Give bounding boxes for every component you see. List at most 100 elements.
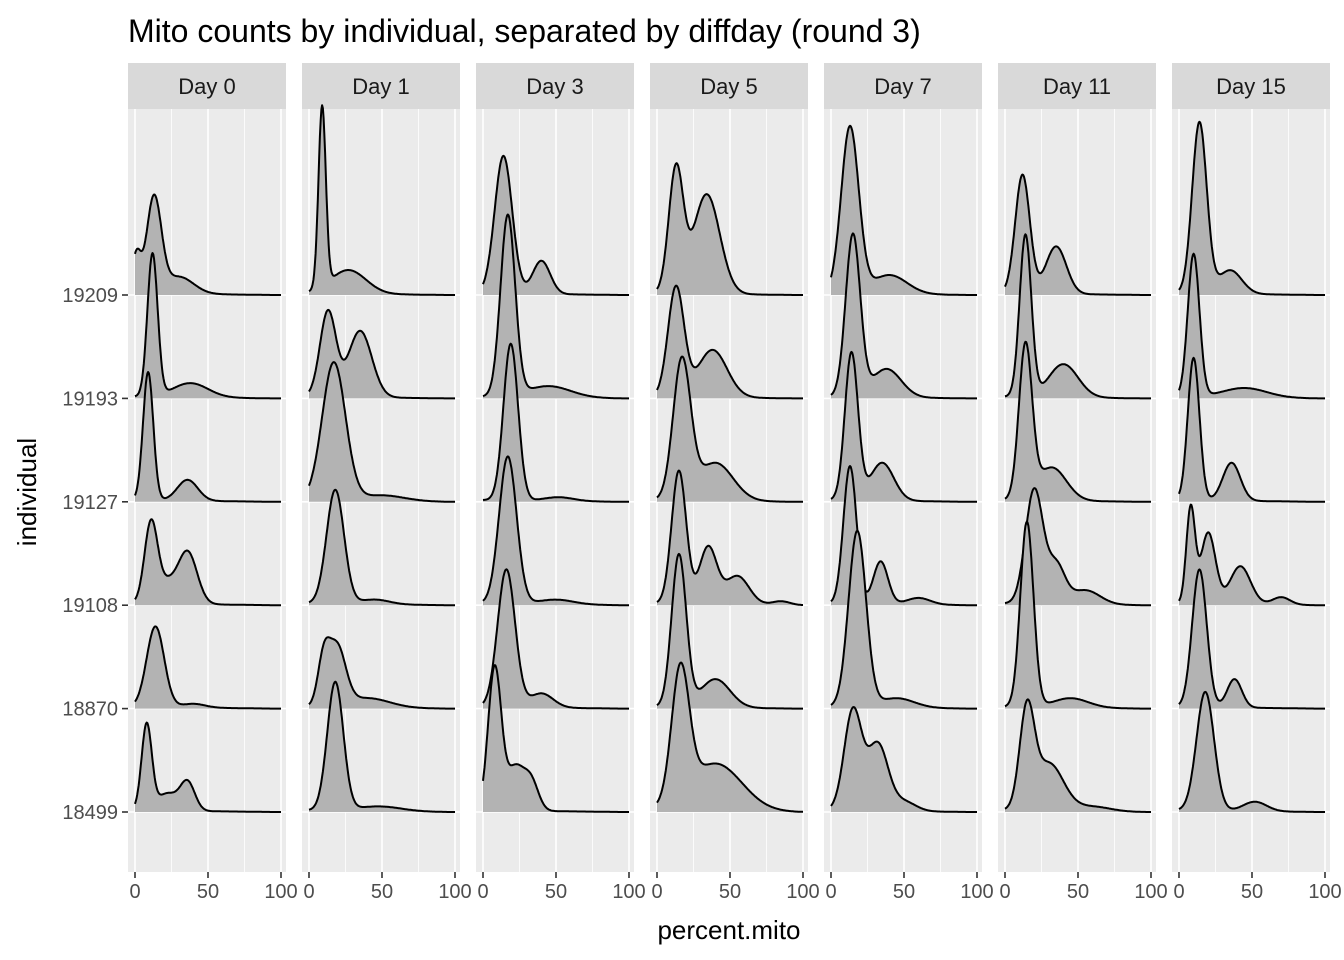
ridge-line <box>308 680 456 813</box>
y-tick-label: 18870 <box>62 699 118 721</box>
ridge-area <box>309 362 455 502</box>
x-tick-label: 50 <box>371 881 393 903</box>
ridge-line <box>308 636 456 710</box>
facet-strip-label: Day 15 <box>1216 74 1286 99</box>
ridge-line <box>134 252 282 400</box>
ridge-line <box>482 342 630 503</box>
facet-strip-label: Day 11 <box>1043 74 1111 99</box>
ridge-area <box>309 637 455 709</box>
x-tick-label: 0 <box>1173 881 1184 903</box>
facet-panel: Day 15 0 50 100 <box>1172 63 1342 903</box>
facet-panel: Day 7 0 50 100 <box>824 63 994 903</box>
facet-strip-label: Day 0 <box>178 74 235 99</box>
ridge-line <box>1004 520 1152 710</box>
ridge-area <box>1179 569 1325 709</box>
ridge-line <box>1004 173 1152 296</box>
x-tick-label: 50 <box>1241 881 1263 903</box>
ridge-area <box>309 489 455 606</box>
facet-strip <box>302 63 460 109</box>
ridge-line <box>134 518 282 607</box>
facet-panel: Day 0 0 50 100 <box>128 63 298 903</box>
ridge-area <box>657 662 803 812</box>
x-tick-label: 100 <box>1308 881 1341 903</box>
ridge-area <box>483 665 629 812</box>
facet-strip <box>128 63 286 109</box>
facet-panel: Day 11 0 50 100 <box>998 63 1168 903</box>
y-tick-label: 18499 <box>62 802 118 824</box>
x-tick-label: 100 <box>960 881 993 903</box>
ridge-line <box>134 625 282 710</box>
ridge-line <box>656 661 804 813</box>
ridge-line <box>482 154 630 296</box>
facet-strip <box>1172 63 1330 109</box>
x-tick-label: 100 <box>264 881 297 903</box>
chart-title: Mito counts by individual, separated by … <box>128 13 921 49</box>
ridge-line <box>308 361 456 503</box>
y-tick-label: 19209 <box>62 285 118 307</box>
facet-strip-label: Day 1 <box>352 74 409 99</box>
ridge-area <box>657 285 803 399</box>
ridge-area <box>309 309 455 399</box>
ridge-area <box>135 519 281 606</box>
ridge-line <box>482 213 630 400</box>
ridge-line <box>656 552 804 710</box>
ridge-line <box>830 465 978 607</box>
ridge-line <box>830 706 978 813</box>
facet-panel: Day 5 0 50 100 <box>650 63 820 903</box>
ridge-line <box>1178 568 1326 710</box>
x-tick-label: 0 <box>825 881 836 903</box>
x-tick-label: 100 <box>1134 881 1167 903</box>
ridge-area <box>831 233 977 399</box>
x-tick-label: 100 <box>786 881 819 903</box>
facet-strip <box>824 63 982 109</box>
x-tick-label: 0 <box>129 881 140 903</box>
ridge-line <box>308 308 456 400</box>
ridge-line <box>1178 120 1326 296</box>
y-tick-label: 19193 <box>62 388 118 410</box>
x-tick-label: 100 <box>438 881 471 903</box>
x-tick-label: 0 <box>477 881 488 903</box>
ridge-line <box>134 193 282 296</box>
x-tick-label: 50 <box>719 881 741 903</box>
x-axis-title: percent.mito <box>657 915 800 945</box>
facet-strip-label: Day 3 <box>526 74 583 99</box>
ridge-line <box>1004 340 1152 503</box>
facet-strip-label: Day 7 <box>874 74 931 99</box>
y-tick-label: 19127 <box>62 492 118 514</box>
ridge-area <box>831 707 977 812</box>
ridge-line <box>134 721 282 813</box>
facet-strip <box>650 63 808 109</box>
x-tick-label: 50 <box>893 881 915 903</box>
ridge-line <box>482 568 630 710</box>
ridge-line <box>308 488 456 607</box>
ridge-line <box>1178 503 1326 607</box>
ridge-area <box>1179 691 1325 812</box>
ridge-area <box>309 681 455 812</box>
ridge-area <box>831 530 977 709</box>
facet-panel: Day 1 0 50 100 <box>302 63 472 903</box>
x-tick-label: 100 <box>612 881 645 903</box>
y-axis-title: individual <box>12 438 42 546</box>
ridge-line <box>482 664 630 813</box>
ridge-line <box>830 124 978 296</box>
ridge-area <box>1179 357 1325 502</box>
ridge-area <box>831 466 977 606</box>
ridge-line <box>830 350 978 503</box>
y-tick-label: 19108 <box>62 595 118 617</box>
ridge-line <box>656 469 804 606</box>
ridge-line <box>656 284 804 400</box>
ridge-area <box>483 214 629 399</box>
ridge-area <box>135 722 281 812</box>
facet-panel: Day 3 0 50 100 <box>476 63 646 903</box>
ridge-line <box>134 371 282 503</box>
ridge-area <box>483 456 629 606</box>
x-tick-label: 50 <box>1067 881 1089 903</box>
ridge-line <box>656 162 804 296</box>
ridge-area <box>657 356 803 502</box>
y-axis: 18499 18870 19108 19127 19193 19209 <box>62 285 128 824</box>
ridge-line <box>1004 698 1152 813</box>
facet-panels: Day 0 0 50 100 Day 1 0 50 100 Day 3 0 50 100 Day 5 0 5… <box>128 63 1342 903</box>
ridge-line <box>830 232 978 400</box>
facet-strip <box>476 63 634 109</box>
